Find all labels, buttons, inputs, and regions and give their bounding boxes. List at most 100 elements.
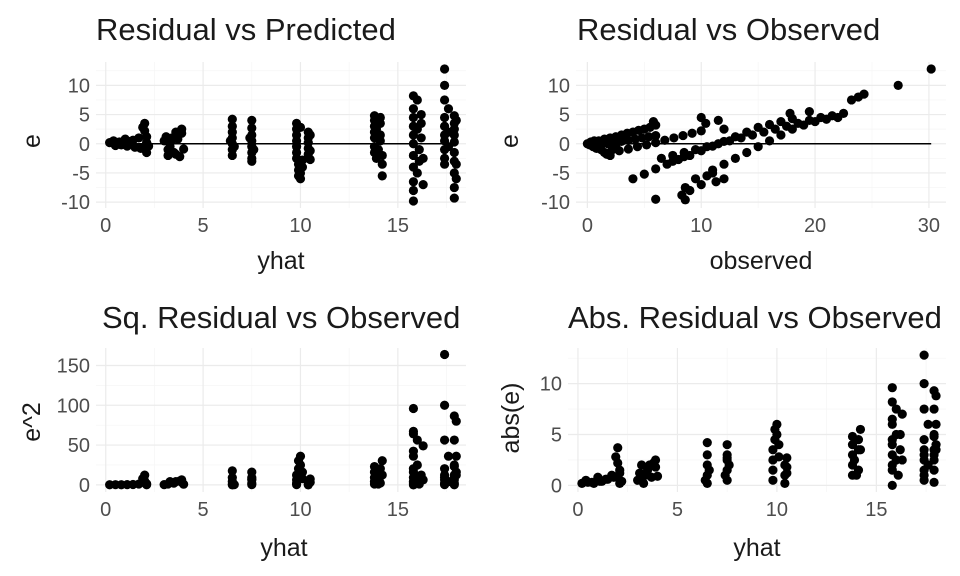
p3-data-point bbox=[229, 480, 239, 490]
p1-data-point bbox=[297, 162, 308, 172]
p4-data-point bbox=[929, 477, 939, 487]
p2-data-point bbox=[651, 137, 661, 148]
p4-x-tick-label: 0 bbox=[572, 499, 583, 521]
p2-data-point bbox=[680, 195, 690, 205]
p4-data-point bbox=[919, 445, 929, 455]
p3-data-point bbox=[451, 416, 461, 426]
p4-data-point bbox=[897, 455, 907, 465]
p3-y-axis-title: e^2 bbox=[18, 402, 46, 442]
p3-data-point bbox=[451, 467, 461, 477]
p4-data-point bbox=[617, 476, 627, 486]
p1-data-point bbox=[451, 174, 461, 184]
p2-data-point bbox=[753, 122, 763, 133]
p4-data-point bbox=[774, 452, 784, 462]
p4-data-point bbox=[887, 440, 897, 450]
p2-data-point bbox=[623, 144, 633, 154]
p4-data-point bbox=[700, 475, 710, 485]
p2-x-tick-label: 20 bbox=[804, 215, 826, 237]
p2-data-point bbox=[639, 169, 649, 179]
p2-data-point bbox=[648, 116, 659, 127]
p4-title: Abs. Residual vs Observed bbox=[568, 300, 942, 335]
p1-x-axis-title: yhat bbox=[257, 247, 304, 275]
p4-data-point bbox=[849, 455, 860, 465]
p3-data-point bbox=[305, 477, 315, 487]
p1-data-point bbox=[416, 109, 426, 120]
p1-data-point bbox=[143, 141, 154, 151]
p3-data-point bbox=[439, 400, 450, 410]
p4-data-point bbox=[768, 475, 778, 485]
p3-data-point bbox=[418, 475, 428, 485]
p2-data-point bbox=[668, 156, 678, 166]
p1-points bbox=[105, 64, 461, 206]
p1-data-point bbox=[414, 145, 424, 155]
p4-data-point bbox=[895, 429, 905, 440]
p3-x-tick-label: 5 bbox=[198, 499, 209, 521]
p2-data-point bbox=[804, 107, 814, 117]
p2-y-tick-labels: -10 -5 0 5 10 bbox=[541, 75, 570, 214]
p3-gridlines bbox=[96, 348, 466, 492]
p1-data-point bbox=[305, 154, 315, 165]
p3-y-tick-labels: 0 50 100 150 bbox=[57, 356, 90, 497]
p2-data-point bbox=[696, 146, 706, 156]
p3-data-point bbox=[408, 403, 419, 414]
p1-data-point bbox=[179, 144, 189, 154]
p4-data-point bbox=[637, 460, 647, 470]
p2-data-point bbox=[730, 132, 740, 142]
p3-data-point bbox=[227, 466, 237, 476]
p1-x-tick-labels: 0 5 10 15 bbox=[100, 215, 409, 237]
p2-data-point bbox=[678, 130, 688, 141]
p2-data-point bbox=[708, 168, 718, 178]
p2-data-point bbox=[893, 80, 903, 90]
p4-data-point bbox=[931, 391, 941, 401]
p1-data-point bbox=[375, 136, 385, 146]
p3-data-point bbox=[375, 478, 385, 488]
p1-data-point bbox=[439, 112, 450, 123]
p4-x-tick-labels: 0 5 10 15 bbox=[572, 499, 887, 521]
p3-y-tick-label: 100 bbox=[57, 395, 90, 417]
p2-data-point bbox=[637, 133, 647, 143]
p2-x-tick-label: 0 bbox=[582, 215, 593, 237]
p3-data-point bbox=[439, 435, 450, 445]
p4-data-point bbox=[891, 404, 901, 414]
p2-x-tick-label: 30 bbox=[918, 215, 940, 237]
p2-data-point bbox=[708, 141, 718, 151]
p1-data-point bbox=[416, 133, 426, 143]
p3-data-point bbox=[439, 349, 450, 360]
p3-y-tick-label: 150 bbox=[57, 356, 90, 378]
p2-data-point bbox=[679, 152, 689, 162]
p2-data-point bbox=[685, 185, 695, 196]
p2-data-point bbox=[651, 194, 661, 204]
p3-x-tick-label: 0 bbox=[100, 499, 111, 521]
p4-data-point bbox=[639, 478, 649, 488]
p1-data-point bbox=[171, 149, 181, 159]
p3-data-point bbox=[295, 460, 306, 470]
p3-points bbox=[105, 349, 461, 490]
p1-data-point bbox=[229, 142, 239, 152]
p4-data-point bbox=[768, 445, 778, 455]
p1-data-point bbox=[227, 114, 237, 124]
p1-data-point bbox=[449, 182, 459, 193]
p2-x-axis-title: observed bbox=[710, 247, 813, 275]
p2-data-point bbox=[785, 108, 795, 118]
p1-data-point bbox=[412, 95, 422, 105]
p1-data-point bbox=[408, 185, 419, 196]
p1-data-point bbox=[377, 171, 387, 181]
p2-y-tick-label: -5 bbox=[552, 163, 570, 185]
p2-data-point bbox=[764, 119, 775, 130]
p1-data-point bbox=[408, 150, 419, 161]
p4-data-point bbox=[772, 419, 782, 429]
p4-data-point bbox=[611, 452, 621, 462]
p4-data-point bbox=[919, 404, 929, 414]
p2-data-point bbox=[742, 127, 752, 137]
p4-data-point bbox=[702, 438, 712, 448]
p1-y-axis-title: e bbox=[18, 134, 46, 148]
p1-data-point bbox=[408, 112, 419, 123]
p2-data-point bbox=[696, 126, 706, 136]
p4-data-point bbox=[724, 460, 734, 470]
p2-y-tick-label: -10 bbox=[541, 192, 570, 214]
p2-data-point bbox=[719, 159, 729, 169]
p1-data-point bbox=[408, 104, 419, 114]
p4-data-point bbox=[772, 429, 782, 440]
p3-title: Sq. Residual vs Observed bbox=[102, 300, 460, 335]
